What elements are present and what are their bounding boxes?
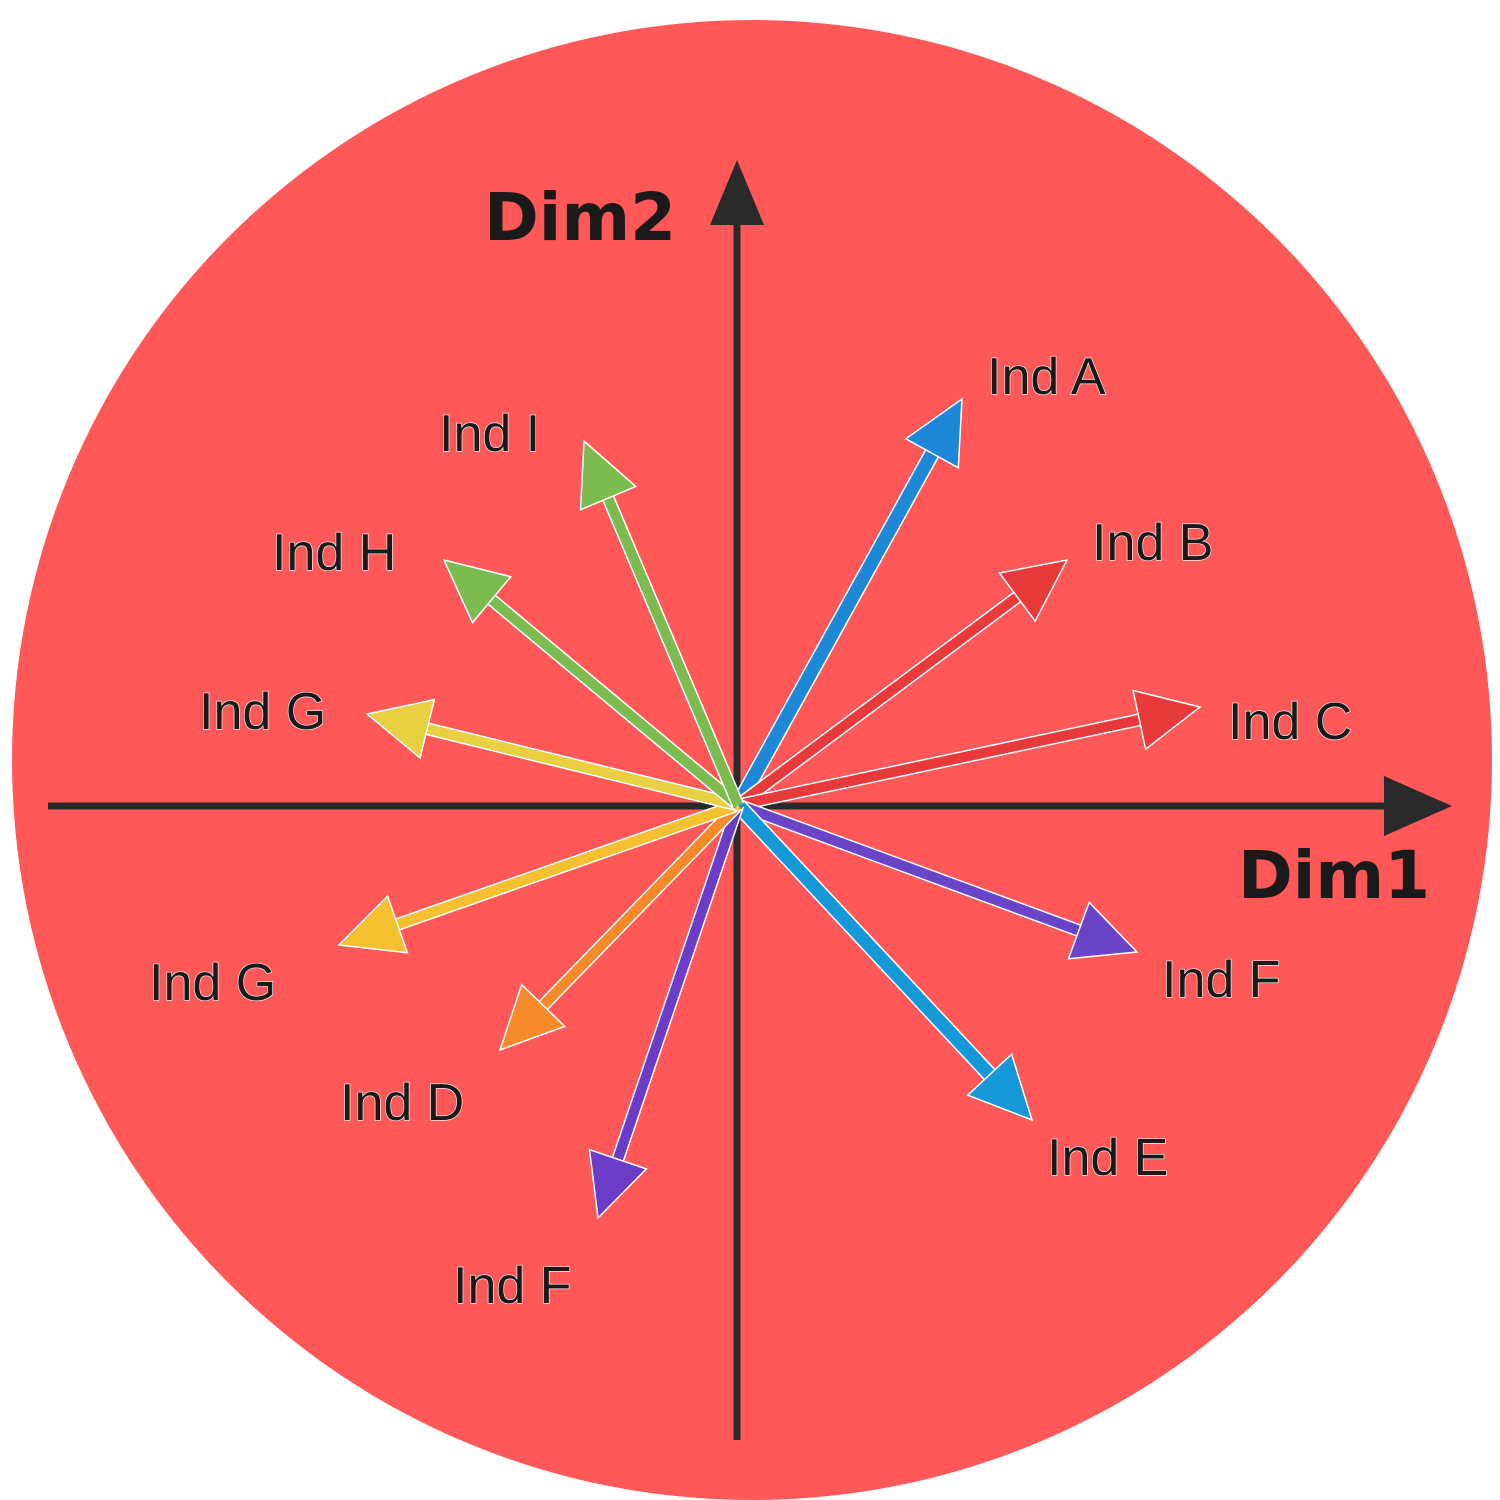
- vector-arrowhead: [579, 439, 638, 511]
- vector-label: Ind E: [1047, 1129, 1168, 1187]
- vector-shaft: [735, 590, 1024, 810]
- dim2-arrowhead: [710, 160, 764, 225]
- vector-arrowhead: [498, 983, 567, 1052]
- vector-label: Ind I: [439, 405, 540, 463]
- vector-shaft: [736, 800, 1085, 937]
- vector-label: Ind B: [1092, 514, 1213, 572]
- vector-shaft: [601, 492, 743, 807]
- vector-label: Ind C: [1228, 693, 1352, 751]
- vector-shaft: [536, 801, 742, 1012]
- vector-arrowhead: [337, 894, 409, 954]
- vector-label: Ind D: [340, 1074, 464, 1132]
- vector-label: Ind F: [1162, 951, 1281, 1009]
- vector-arrowhead: [442, 558, 513, 625]
- vector-shaft: [485, 593, 742, 809]
- vector-arrowhead: [966, 1052, 1034, 1122]
- vector-shaft: [732, 446, 940, 809]
- vector-shaft: [736, 714, 1145, 810]
- vector-arrowhead: [998, 558, 1069, 623]
- vector-label: Ind G: [199, 683, 326, 741]
- vector-arrowhead: [1132, 689, 1202, 751]
- background-circle: [12, 20, 1492, 1500]
- vector-label: Ind A: [987, 348, 1106, 406]
- vector-label: Ind H: [272, 524, 396, 582]
- dim2-label: Dim2: [484, 179, 676, 256]
- vector-shaft: [392, 800, 740, 931]
- vector-arrowhead: [904, 397, 963, 470]
- vector-arrowhead: [365, 698, 436, 760]
- vector-arrowhead: [588, 1148, 648, 1220]
- dim1-arrowhead: [1384, 776, 1452, 836]
- vector-label: Ind F: [453, 1257, 572, 1315]
- vector-arrowhead: [1067, 901, 1139, 960]
- dim1-label: Dim1: [1238, 837, 1430, 914]
- vector-shaft: [733, 800, 998, 1083]
- vector-shaft: [611, 803, 743, 1165]
- vectors: Ind A Ind B Ind C Ind F Ind E Ind F Ind D Ind G…: [148, 347, 1352, 1315]
- vector-label: Ind G: [149, 954, 276, 1012]
- vector-shaft: [422, 722, 740, 810]
